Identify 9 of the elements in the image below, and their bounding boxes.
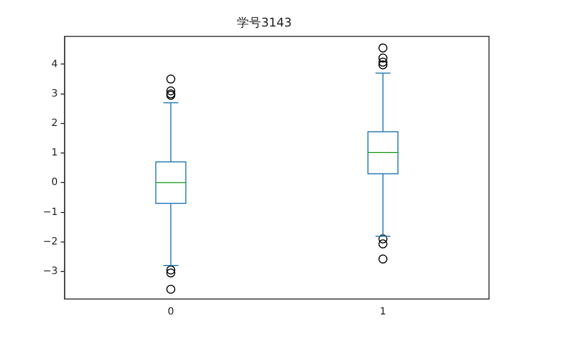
y-tick-label: −1: [42, 206, 58, 218]
y-tick-label: 3: [51, 88, 58, 100]
y-tick-label: −2: [42, 236, 58, 248]
y-tick-label: −3: [42, 266, 58, 278]
y-tick-label: 4: [51, 58, 58, 70]
chart-title: 学号3143: [237, 15, 292, 30]
y-tick-label: 1: [51, 148, 58, 159]
y-tick-label: 0: [51, 177, 58, 188]
y-tick-label: 2: [51, 118, 58, 130]
